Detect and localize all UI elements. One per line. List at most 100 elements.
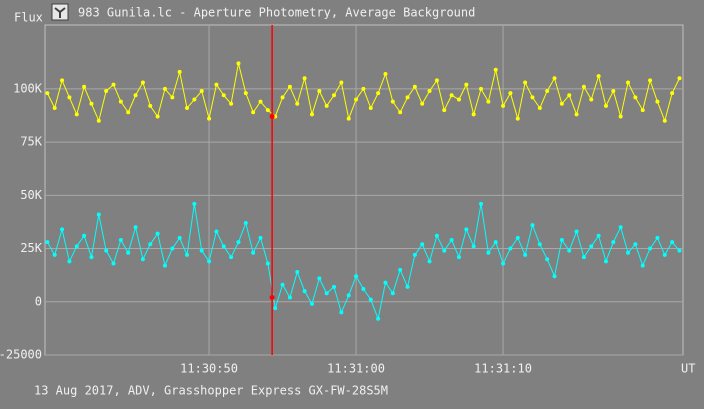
data-point <box>96 118 101 123</box>
data-point <box>442 108 447 113</box>
data-point <box>229 255 234 260</box>
data-point <box>140 80 145 85</box>
data-point <box>45 240 50 245</box>
data-point <box>648 78 653 83</box>
data-point <box>287 295 292 300</box>
data-point <box>104 89 109 93</box>
marker-point <box>269 295 275 301</box>
data-point <box>280 282 285 287</box>
data-point <box>420 101 425 106</box>
data-point <box>662 118 667 123</box>
data-point <box>405 284 410 289</box>
data-point <box>618 114 623 119</box>
data-point <box>390 291 395 296</box>
data-point <box>45 91 50 96</box>
data-point <box>295 269 300 274</box>
data-point <box>170 246 175 251</box>
data-point <box>317 276 322 281</box>
data-point <box>567 248 572 253</box>
data-point <box>295 101 300 106</box>
data-point <box>677 248 682 253</box>
data-point <box>339 310 344 315</box>
data-point <box>89 255 94 260</box>
data-point <box>199 89 204 93</box>
x-axis-label: UT <box>681 362 695 376</box>
data-point <box>368 297 373 302</box>
data-point <box>501 103 506 108</box>
data-point <box>52 106 57 111</box>
data-point <box>346 116 351 121</box>
data-point <box>545 257 550 262</box>
data-point <box>148 242 153 247</box>
data-point <box>567 93 572 98</box>
data-point <box>383 280 388 285</box>
data-point <box>412 252 417 257</box>
data-point <box>442 248 447 253</box>
data-point <box>251 250 256 255</box>
data-point <box>640 108 645 113</box>
data-point <box>523 252 528 257</box>
data-point <box>456 255 461 260</box>
data-point <box>552 76 557 81</box>
data-point <box>82 84 87 89</box>
data-point <box>537 106 542 111</box>
data-point <box>559 101 564 106</box>
data-point <box>332 284 337 289</box>
data-point <box>177 235 182 240</box>
data-point <box>596 233 601 238</box>
data-point <box>486 250 491 255</box>
data-point <box>126 110 131 115</box>
data-point <box>236 240 241 245</box>
data-point <box>398 267 403 272</box>
data-point <box>515 235 520 240</box>
data-point <box>265 108 270 113</box>
data-point <box>192 201 197 206</box>
data-point <box>82 233 87 238</box>
data-point <box>596 74 601 79</box>
data-point <box>339 80 344 85</box>
data-point <box>449 238 454 243</box>
data-point <box>640 263 645 268</box>
data-point <box>670 91 675 96</box>
data-point <box>89 101 94 106</box>
data-point <box>464 82 469 87</box>
y-tick-label: 0 <box>35 294 42 308</box>
data-point <box>479 201 484 206</box>
data-point <box>309 112 314 117</box>
y-axis-label: Flux <box>14 11 43 25</box>
data-point <box>214 229 219 234</box>
data-point <box>574 112 579 117</box>
data-point <box>126 250 131 255</box>
data-point <box>280 95 285 100</box>
data-point <box>170 95 175 100</box>
data-point <box>545 89 550 93</box>
y-tick-label: 75K <box>20 135 42 149</box>
data-point <box>140 257 145 262</box>
data-point <box>361 86 366 91</box>
data-point <box>265 261 270 266</box>
data-point <box>60 78 65 83</box>
data-point <box>398 110 403 115</box>
data-point <box>552 274 557 279</box>
data-point <box>111 82 116 87</box>
data-point <box>493 67 498 72</box>
data-point <box>479 86 484 91</box>
data-point <box>515 116 520 121</box>
data-point <box>309 301 314 306</box>
data-point <box>471 244 476 249</box>
data-point <box>633 242 638 247</box>
data-point <box>581 84 586 89</box>
data-point <box>207 259 212 264</box>
data-point <box>508 246 513 251</box>
data-point <box>192 97 197 102</box>
data-point <box>603 103 608 108</box>
data-point <box>251 110 256 115</box>
data-point <box>287 84 292 89</box>
data-point <box>537 242 542 247</box>
x-tick-label: 11:30:50 <box>180 362 238 376</box>
x-tick-label: 11:31:00 <box>327 362 385 376</box>
data-point <box>501 261 506 266</box>
